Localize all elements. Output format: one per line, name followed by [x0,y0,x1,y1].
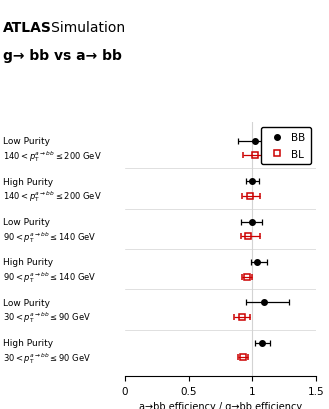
Text: g→ bb vs a→ bb: g→ bb vs a→ bb [3,49,122,63]
Legend: BB, BL: BB, BL [261,128,311,164]
Text: $90 < p_\mathrm{T}^{a\rightarrow bb} \leq 140$ GeV: $90 < p_\mathrm{T}^{a\rightarrow bb} \le… [3,270,97,284]
Text: High Purity: High Purity [3,177,53,186]
Text: $30 < p_\mathrm{T}^{a\rightarrow bb} \leq 90$ GeV: $30 < p_\mathrm{T}^{a\rightarrow bb} \le… [3,310,91,325]
Text: $140 < p_\mathrm{T}^{a\rightarrow bb} \leq 200$ GeV: $140 < p_\mathrm{T}^{a\rightarrow bb} \l… [3,149,102,164]
Text: Low Purity: Low Purity [3,218,50,227]
Text: Low Purity: Low Purity [3,137,50,146]
Text: High Purity: High Purity [3,258,53,267]
Text: High Purity: High Purity [3,338,53,347]
Text: ATLAS: ATLAS [3,20,52,34]
Text: $30 < p_\mathrm{T}^{a\rightarrow bb} \leq 90$ GeV: $30 < p_\mathrm{T}^{a\rightarrow bb} \le… [3,350,91,365]
Text: Low Purity: Low Purity [3,298,50,307]
Text: Simulation: Simulation [38,20,125,34]
Text: $90 < p_\mathrm{T}^{a\rightarrow bb} \leq 140$ GeV: $90 < p_\mathrm{T}^{a\rightarrow bb} \le… [3,229,97,244]
X-axis label: a→bb efficiency / g→bb efficiency: a→bb efficiency / g→bb efficiency [139,402,302,409]
Text: $140 < p_\mathrm{T}^{a\rightarrow bb} \leq 200$ GeV: $140 < p_\mathrm{T}^{a\rightarrow bb} \l… [3,189,102,204]
